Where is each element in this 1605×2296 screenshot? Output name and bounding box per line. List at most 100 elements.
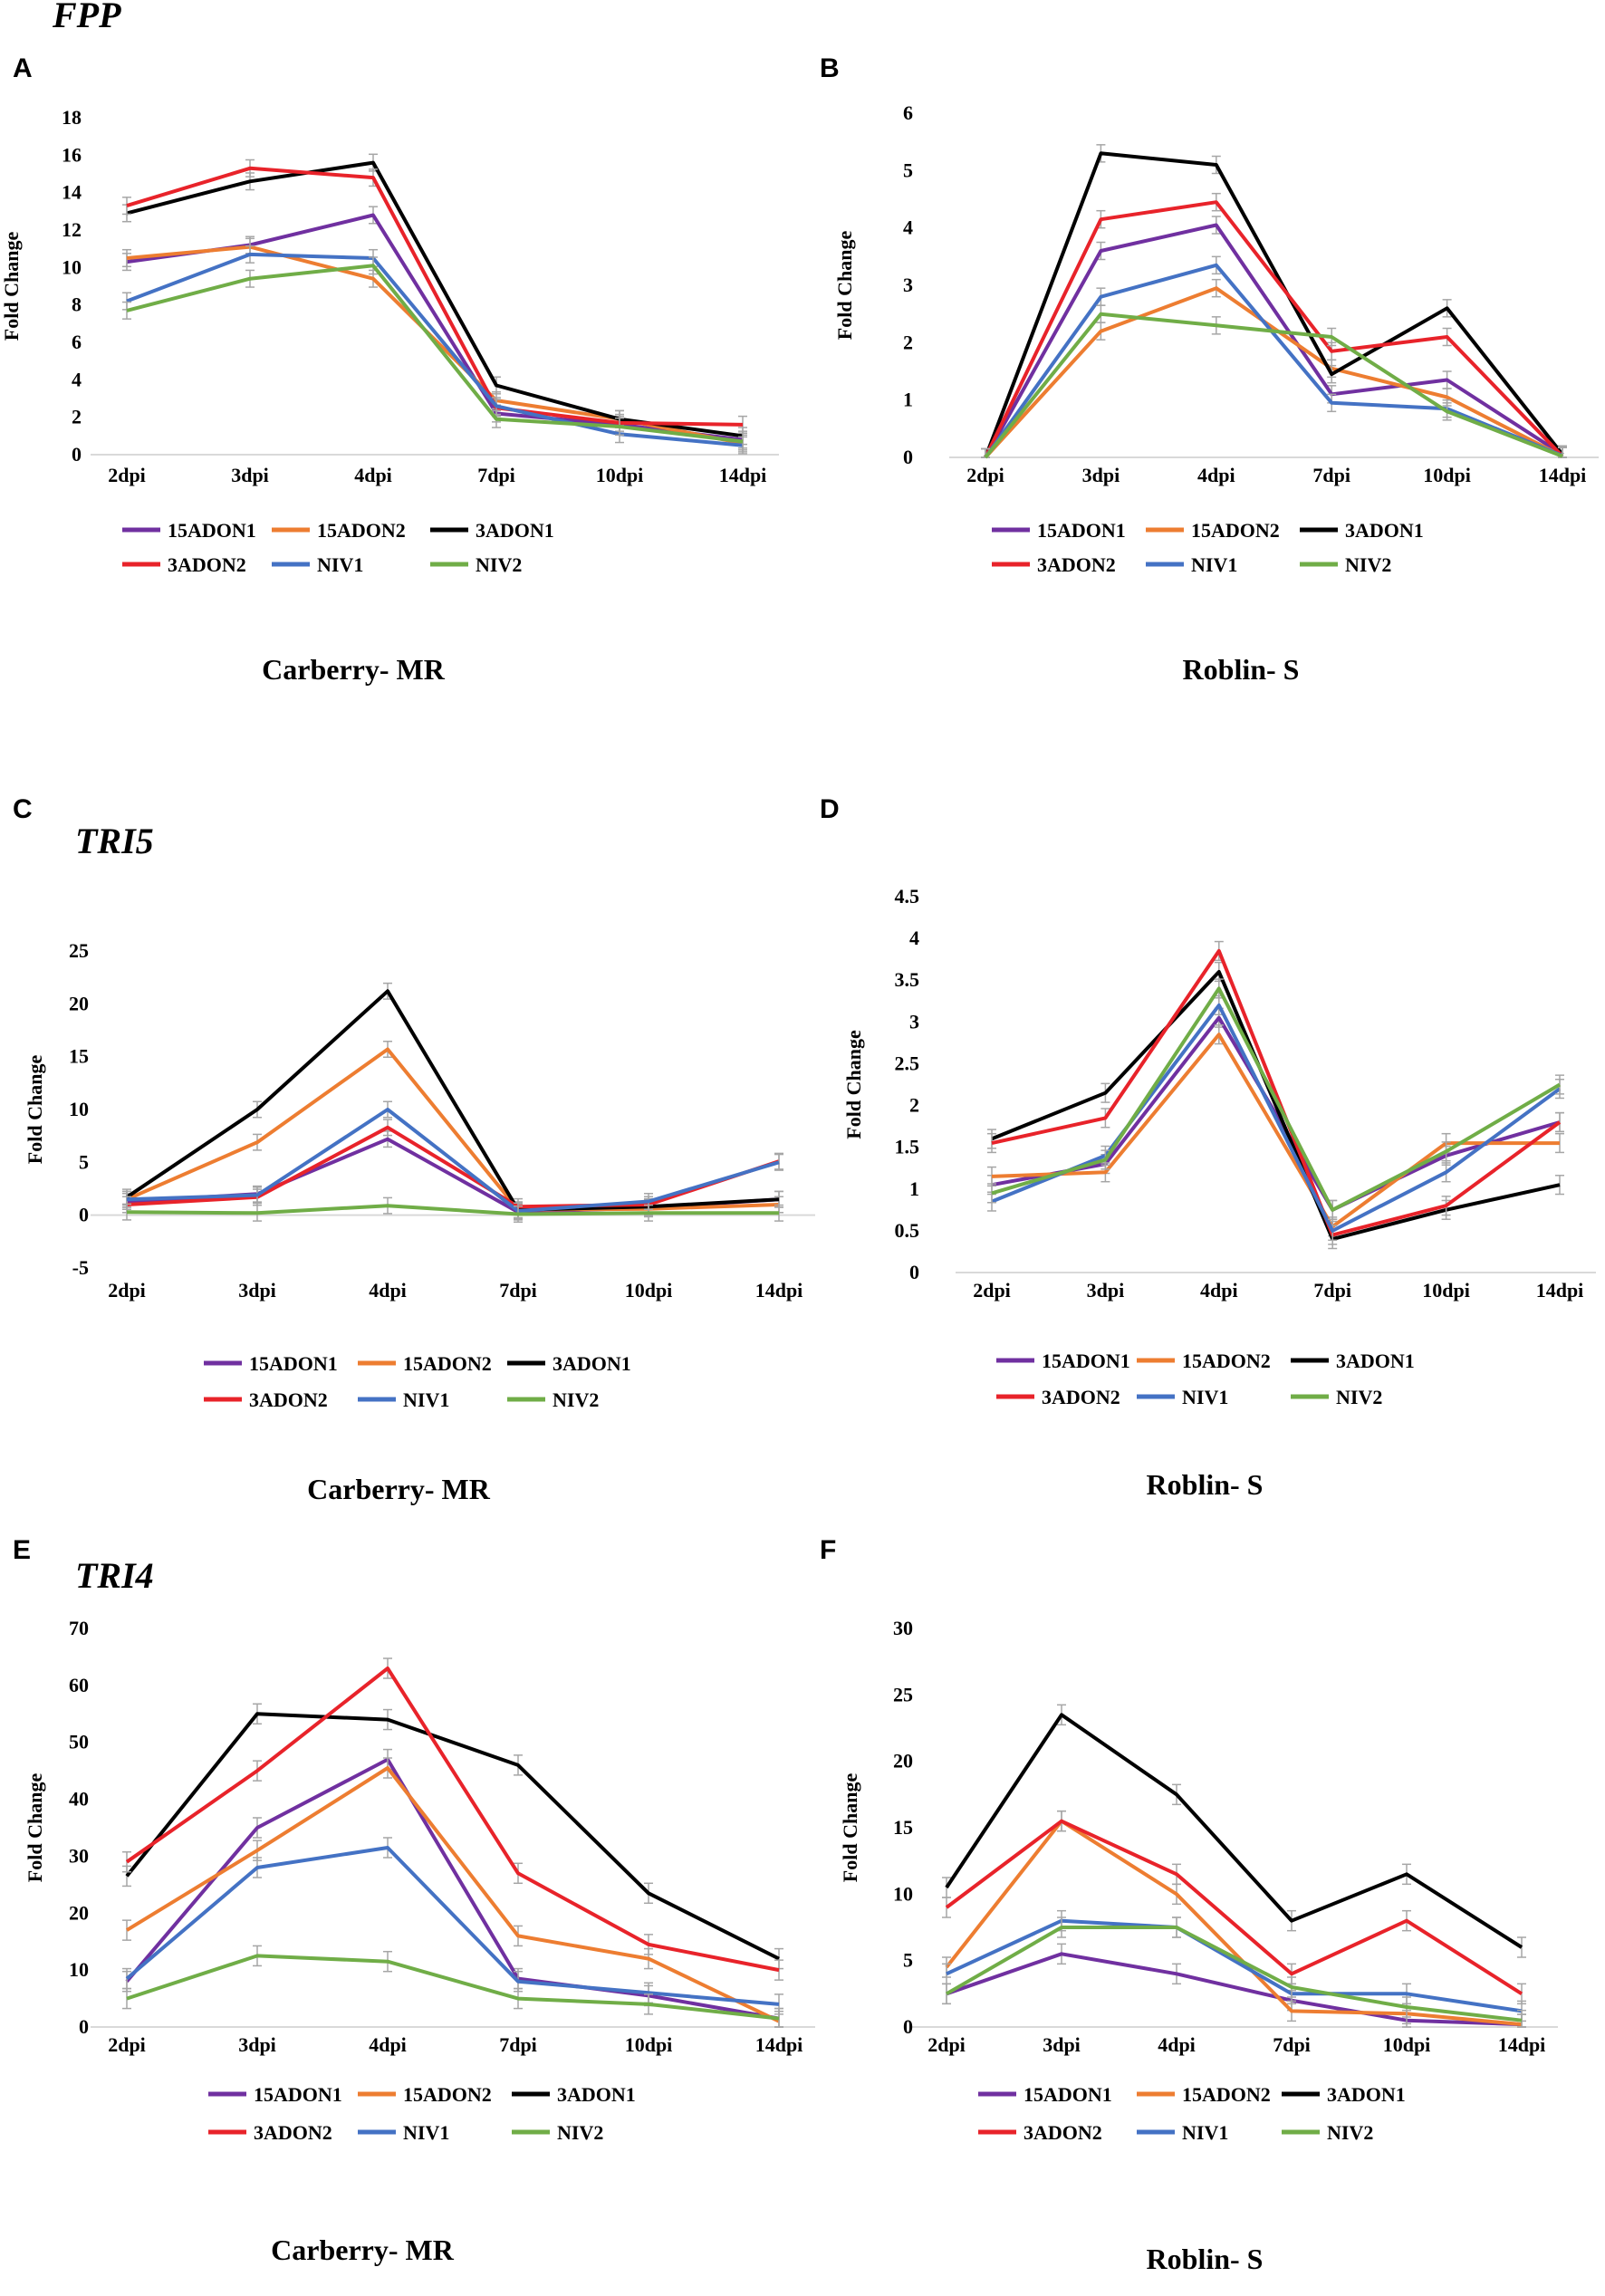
legend-item-3adon2: 3ADON2 — [996, 1386, 1120, 1408]
legend-item-3adon2: 3ADON2 — [208, 2121, 332, 2144]
legend-label: 3ADON2 — [1037, 553, 1116, 576]
series-line-3adon1 — [945, 1713, 1523, 1949]
legend-label: 15ADON1 — [1042, 1350, 1130, 1372]
y-tick-label: 1.5 — [895, 1136, 920, 1158]
legend-item-niv1: NIV1 — [358, 1388, 449, 1411]
x-tick-label: 4dpi — [1197, 464, 1235, 486]
y-tick-label: 2 — [909, 1094, 919, 1117]
legend-item-3adon2: 3ADON2 — [992, 553, 1116, 576]
series-line-niv1 — [126, 1108, 780, 1213]
y-tick-label: 5 — [79, 1150, 89, 1173]
y-tick-label: 6 — [72, 331, 82, 353]
y-axis-label: Fold Change — [0, 232, 23, 341]
legend-item-15adon1: 15ADON1 — [992, 519, 1126, 542]
series-line-3adon1 — [125, 989, 780, 1212]
error-bar — [942, 1983, 951, 2005]
y-tick-label: 0 — [79, 2015, 89, 2038]
legend-item-15adon2: 15ADON2 — [1146, 519, 1280, 542]
y-tick-label: 20 — [69, 992, 89, 1014]
error-bar — [122, 1850, 131, 1873]
y-tick-label: 4 — [903, 216, 913, 239]
legend-label: 15ADON1 — [1037, 519, 1126, 542]
y-axis-label: Fold Change — [839, 1773, 861, 1883]
x-tick-label: 10dpi — [1423, 464, 1471, 486]
x-tick-label: 2dpi — [108, 2033, 146, 2056]
legend-label: NIV1 — [317, 553, 363, 576]
legend-label: 3ADON1 — [553, 1352, 631, 1375]
series-line-15adon1 — [125, 1757, 780, 2021]
x-tick-label: 3dpi — [1043, 2033, 1081, 2056]
panel-letter: B — [820, 53, 840, 83]
legend-label: 3ADON1 — [1345, 519, 1424, 542]
legend-item-niv2: NIV2 — [512, 2121, 603, 2144]
y-tick-label: -5 — [72, 1256, 89, 1279]
legend-item-niv1: NIV1 — [358, 2121, 449, 2144]
series-line-3adon1 — [125, 1712, 780, 1961]
x-tick-label: 3dpi — [1087, 1279, 1125, 1302]
y-tick-label: 16 — [62, 143, 82, 166]
legend-label: 3ADON1 — [476, 519, 554, 542]
legend-item-niv2: NIV2 — [1300, 553, 1391, 576]
legend-item-3adon1: 3ADON1 — [512, 2083, 636, 2106]
series-line-niv2 — [126, 264, 744, 444]
gene-title: FPP — [52, 0, 121, 35]
y-tick-label: 0 — [903, 446, 913, 468]
error-bar — [122, 1203, 131, 1221]
series-line-niv2 — [984, 312, 1563, 459]
x-tick-label: 3dpi — [1082, 464, 1120, 486]
legend-item-15adon1: 15ADON1 — [208, 2083, 342, 2106]
y-tick-label: 0 — [72, 443, 82, 466]
legend-label: 15ADON2 — [403, 2083, 492, 2106]
x-tick-label: 7dpi — [1312, 464, 1350, 486]
series-line-3adon2 — [126, 166, 744, 427]
y-tick-label: 10 — [69, 1098, 89, 1120]
y-tick-label: 0 — [909, 1261, 919, 1283]
panel-letter: A — [13, 53, 33, 83]
legend-item-15adon2: 15ADON2 — [1137, 1350, 1271, 1372]
y-tick-label: 8 — [72, 293, 82, 316]
y-tick-label: 6 — [903, 101, 913, 124]
series-line-3adon2 — [991, 948, 1562, 1237]
y-tick-label: 30 — [69, 1844, 89, 1867]
x-tick-label: 2dpi — [973, 1279, 1011, 1302]
gene-title: TRI4 — [75, 1555, 154, 1596]
y-tick-label: 0 — [79, 1204, 89, 1226]
series-line-niv1 — [126, 252, 744, 447]
legend-item-3adon2: 3ADON2 — [204, 1388, 328, 1411]
x-tick-label: 2dpi — [966, 464, 1004, 486]
x-tick-label: 14dpi — [1539, 464, 1587, 486]
legend-item-3adon1: 3ADON1 — [1300, 519, 1424, 542]
y-tick-label: 4.5 — [895, 885, 920, 908]
legend-item-15adon2: 15ADON2 — [358, 2083, 492, 2106]
legend-item-15adon1: 15ADON1 — [978, 2083, 1112, 2106]
panel-letter: F — [820, 1535, 836, 1565]
y-axis-label: Fold Change — [842, 1030, 865, 1139]
legend-label: 15ADON1 — [1024, 2083, 1112, 2106]
series-line-15adon2 — [991, 1033, 1560, 1229]
series-line-15adon1 — [991, 1015, 1561, 1212]
x-tick-label: 7dpi — [499, 1279, 537, 1302]
legend-label: 3ADON2 — [1024, 2121, 1102, 2144]
legend-label: 3ADON2 — [1042, 1386, 1120, 1408]
legend-item-niv2: NIV2 — [430, 553, 522, 576]
legend-item-15adon2: 15ADON2 — [1137, 2083, 1271, 2106]
legend-item-15adon1: 15ADON1 — [996, 1350, 1130, 1372]
y-tick-label: 20 — [69, 1901, 89, 1924]
x-tick-label: 10dpi — [596, 464, 644, 486]
series-line-15adon1 — [946, 1952, 1523, 2027]
legend-label: NIV2 — [557, 2121, 603, 2144]
legend-item-3adon1: 3ADON1 — [430, 519, 554, 542]
y-tick-label: 1 — [909, 1177, 919, 1200]
series-line-niv1 — [946, 1918, 1523, 2013]
legend-label: 3ADON2 — [168, 553, 246, 576]
y-tick-label: 5 — [903, 159, 913, 181]
legend-item-15adon1: 15ADON1 — [204, 1352, 338, 1375]
cultivar-label: Carberry- MR — [307, 1473, 491, 1505]
panel-a: A FPP 0 2 4 6 8 10 12 14 16 18 2dpi 3dpi 4dpi 7dpi 10dpi… — [0, 0, 779, 686]
legend-item-3adon1: 3ADON1 — [1291, 1350, 1415, 1372]
x-tick-label: 10dpi — [1383, 2033, 1431, 2056]
series-line-niv2 — [946, 1926, 1523, 2022]
y-tick-label: 4 — [72, 368, 82, 390]
cultivar-label: Roblin- S — [1147, 1468, 1264, 1501]
x-tick-label: 14dpi — [719, 464, 767, 486]
